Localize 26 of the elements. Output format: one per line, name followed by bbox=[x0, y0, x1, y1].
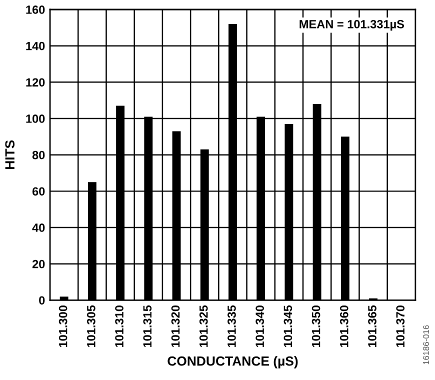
y-tick-label: 100 bbox=[26, 114, 45, 123]
x-tick-label: 101.365 bbox=[368, 305, 376, 347]
y-tick-label: 160 bbox=[26, 6, 45, 14]
x-tick-label: 101.300 bbox=[58, 306, 68, 347]
text: 16186-016 bbox=[423, 325, 430, 364]
x-axis-title: CONDUCTANCE (µS) bbox=[168, 356, 298, 368]
y-tick-label: 120 bbox=[26, 78, 45, 87]
x-tick-label: 101.320 bbox=[171, 306, 180, 347]
y-tick-label: 140 bbox=[26, 42, 45, 50]
y-tick-label: 0 bbox=[39, 296, 45, 305]
x-tick-label: 101.340 bbox=[256, 306, 264, 347]
annotation: MEAN = 101.331µS bbox=[300, 20, 404, 31]
x-tick-label: 101.345 bbox=[284, 305, 292, 347]
x-tick-label: 101.370 bbox=[396, 306, 405, 347]
y-tick-label: 40 bbox=[32, 224, 45, 232]
x-tick-label: 101.315 bbox=[143, 305, 152, 347]
x-tick-label: 101.360 bbox=[340, 306, 348, 347]
y-tick-label: 20 bbox=[32, 260, 45, 268]
x-tick-label: 101.325 bbox=[199, 305, 208, 347]
x-tick-label: 101.350 bbox=[312, 306, 320, 347]
x-tick-label: 101.335 bbox=[228, 305, 236, 347]
x-tick-label: 101.305 bbox=[86, 305, 96, 347]
x-tick-label: 101.310 bbox=[115, 306, 124, 347]
y-tick-label: 80 bbox=[32, 150, 45, 160]
y-axis-title: HITS bbox=[5, 140, 15, 169]
y-tick-label: 60 bbox=[32, 187, 45, 196]
